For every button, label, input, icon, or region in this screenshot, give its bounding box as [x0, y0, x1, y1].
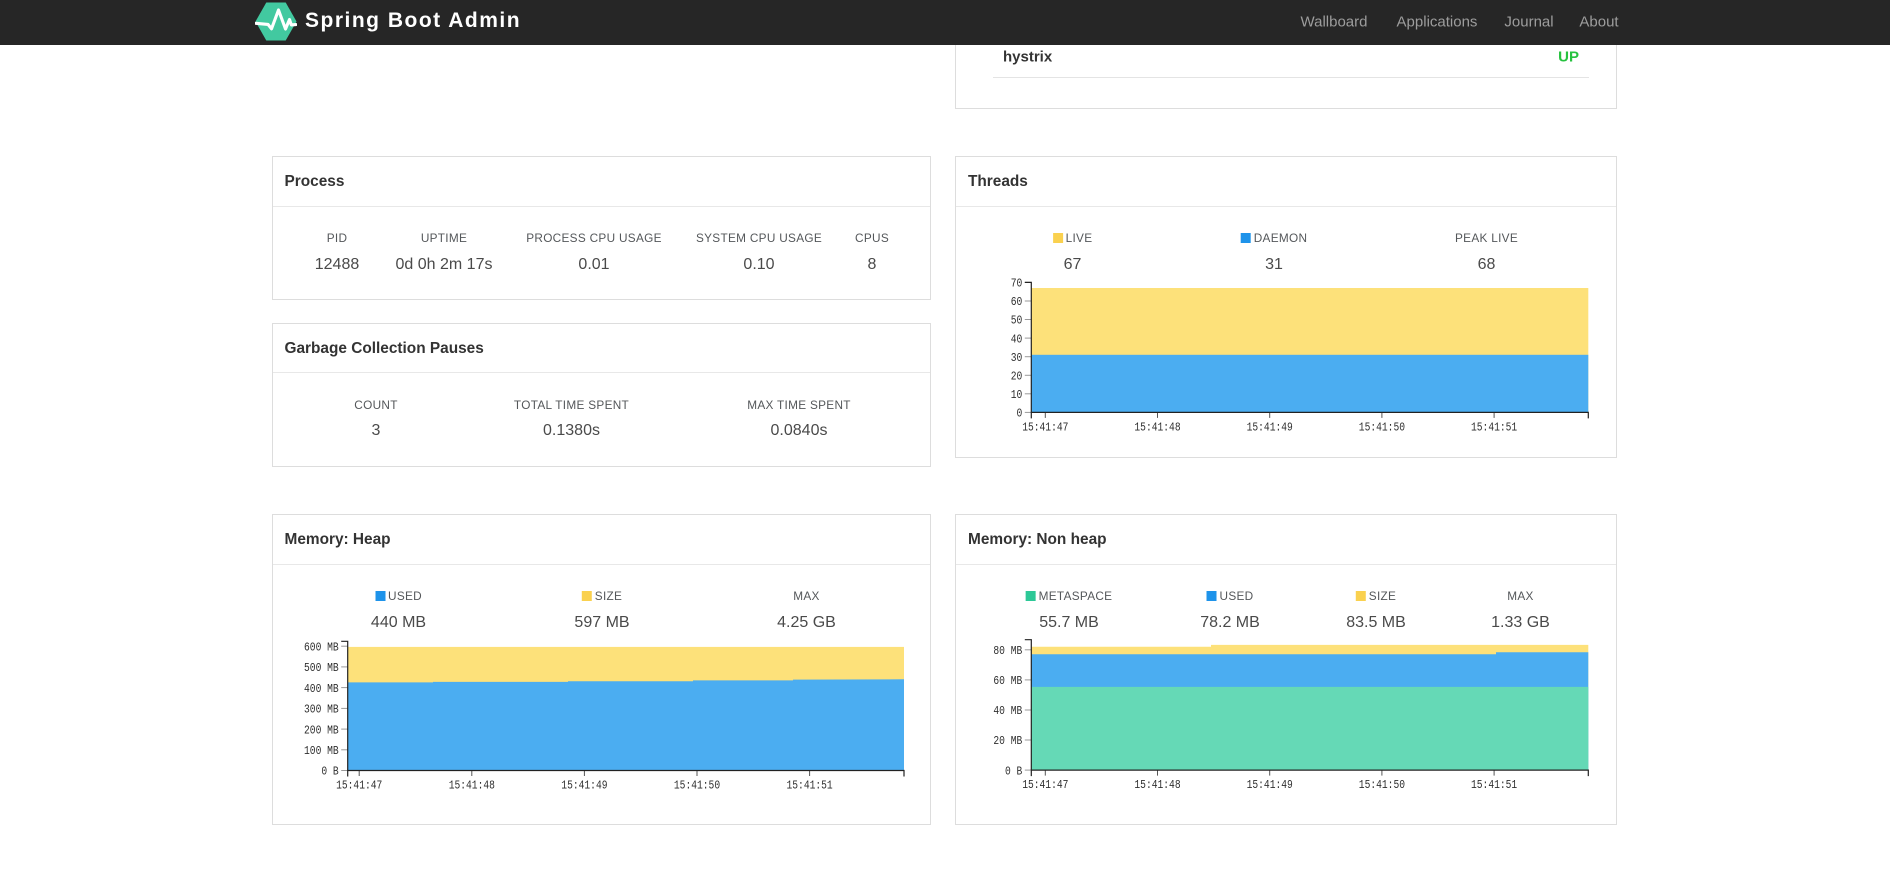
- svg-text:10: 10: [1011, 388, 1023, 402]
- svg-text:20 MB: 20 MB: [993, 734, 1022, 748]
- svg-text:15:41:47: 15:41:47: [336, 779, 382, 793]
- svg-text:40: 40: [1011, 332, 1023, 346]
- svg-text:15:41:48: 15:41:48: [1134, 420, 1180, 434]
- svg-text:60: 60: [1011, 295, 1023, 309]
- svg-text:600 MB: 600 MB: [304, 640, 339, 654]
- svg-text:15:41:47: 15:41:47: [1022, 778, 1068, 792]
- svg-text:15:41:51: 15:41:51: [1471, 420, 1517, 434]
- svg-text:15:41:49: 15:41:49: [1247, 778, 1293, 792]
- svg-text:30: 30: [1011, 351, 1023, 365]
- svg-text:200 MB: 200 MB: [304, 723, 339, 737]
- svg-text:0 B: 0 B: [321, 765, 338, 779]
- svg-text:15:41:48: 15:41:48: [448, 779, 494, 793]
- svg-text:15:41:49: 15:41:49: [1247, 420, 1293, 434]
- svg-text:70: 70: [1011, 277, 1023, 291]
- svg-text:15:41:51: 15:41:51: [786, 779, 832, 793]
- svg-text:500 MB: 500 MB: [304, 661, 339, 675]
- svg-text:80 MB: 80 MB: [993, 644, 1022, 658]
- svg-text:100 MB: 100 MB: [304, 744, 339, 758]
- svg-text:15:41:49: 15:41:49: [561, 779, 607, 793]
- svg-text:15:41:47: 15:41:47: [1022, 420, 1068, 434]
- svg-text:15:41:48: 15:41:48: [1134, 778, 1180, 792]
- svg-text:15:41:50: 15:41:50: [1359, 778, 1405, 792]
- svg-text:15:41:50: 15:41:50: [1359, 420, 1405, 434]
- svg-text:40 MB: 40 MB: [993, 704, 1022, 718]
- svg-text:0 B: 0 B: [1005, 764, 1022, 778]
- svg-text:20: 20: [1011, 370, 1023, 384]
- svg-text:15:41:50: 15:41:50: [673, 779, 719, 793]
- svg-text:50: 50: [1011, 314, 1023, 328]
- svg-text:300 MB: 300 MB: [304, 703, 339, 717]
- svg-text:60 MB: 60 MB: [993, 674, 1022, 688]
- svg-text:15:41:51: 15:41:51: [1471, 778, 1517, 792]
- svg-text:0: 0: [1017, 407, 1023, 421]
- svg-text:400 MB: 400 MB: [304, 682, 339, 696]
